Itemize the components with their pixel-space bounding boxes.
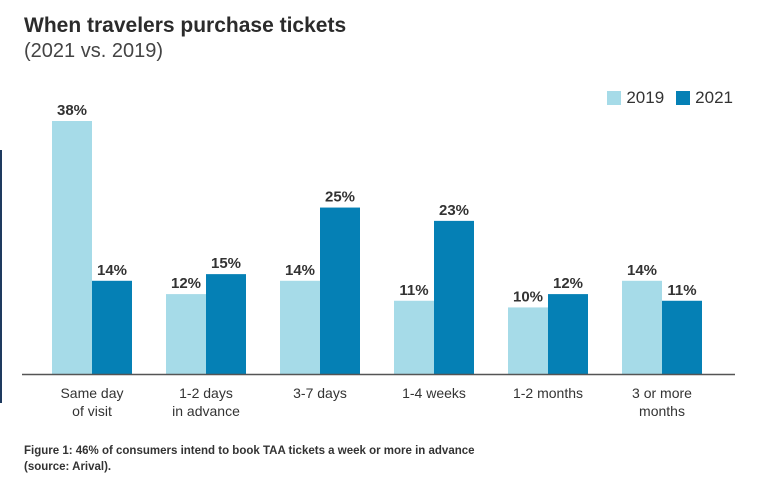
- bar-value-label-2019-3: 11%: [399, 282, 428, 299]
- bar-2021-3: [434, 220, 474, 374]
- category-label-3-0: 1-4 weeks: [402, 385, 466, 401]
- category-label-5-0: 3 or more: [632, 385, 692, 401]
- legend-label-2019: 2019: [626, 88, 665, 107]
- bar-2019-0: [52, 121, 92, 374]
- bar-2021-0: [92, 280, 132, 374]
- bar-2021-5: [662, 300, 702, 374]
- category-label-0-1: of visit: [72, 403, 112, 419]
- bar-2019-1: [166, 294, 206, 374]
- bar-value-label-2021-5: 11%: [667, 282, 696, 299]
- caption-line-2: (source: Arival).: [24, 461, 112, 473]
- bar-2019-4: [508, 307, 548, 374]
- legend-label-2021: 2021: [695, 88, 733, 107]
- category-label-0-0: Same day: [60, 385, 123, 401]
- bar-2019-2: [280, 280, 320, 374]
- bar-chart: 38% 14% Same day of visit 12% 15% 1-2 days in a…: [22, 102, 735, 419]
- figure-caption: Figure 1: 46% of consumers intend to boo…: [24, 443, 624, 475]
- chart-subtitle: (2021 vs. 2019): [24, 40, 163, 62]
- bar-value-label-2021-3: 23%: [439, 202, 469, 219]
- bar-2021-1: [206, 274, 246, 374]
- bar-2021-4: [548, 294, 588, 374]
- bar-value-label-2019-5: 14%: [627, 262, 657, 279]
- legend: 2019 2021: [595, 88, 733, 108]
- legend-swatch-2019: [607, 91, 622, 105]
- legend-item-2019: 2019: [607, 88, 664, 108]
- bar-2019-5: [622, 280, 662, 374]
- bar-value-label-2019-0: 38%: [57, 102, 87, 119]
- bar-value-label-2019-2: 14%: [285, 262, 315, 279]
- bar-value-label-2021-4: 12%: [553, 275, 583, 292]
- bar-value-label-2021-1: 15%: [211, 255, 241, 272]
- chart-title: When travelers purchase tickets: [24, 14, 347, 37]
- category-label-2-0: 3-7 days: [293, 385, 347, 401]
- bar-2021-2: [320, 207, 360, 374]
- left-accent-rule: [0, 150, 2, 403]
- category-label-1-0: 1-2 days: [179, 385, 233, 401]
- category-label-1-1: in advance: [172, 403, 240, 419]
- bar-value-label-2019-1: 12%: [171, 275, 201, 292]
- caption-line-1: Figure 1: 46% of consumers intend to boo…: [24, 445, 475, 457]
- legend-item-2021: 2021: [676, 88, 733, 108]
- bar-value-label-2021-0: 14%: [97, 262, 127, 279]
- bar-value-label-2019-4: 10%: [513, 288, 543, 305]
- bar-value-label-2021-2: 25%: [325, 189, 355, 206]
- bar-2019-3: [394, 300, 434, 374]
- legend-swatch-2021: [676, 91, 691, 105]
- category-label-4-0: 1-2 months: [513, 385, 583, 401]
- category-label-5-1: months: [639, 403, 685, 419]
